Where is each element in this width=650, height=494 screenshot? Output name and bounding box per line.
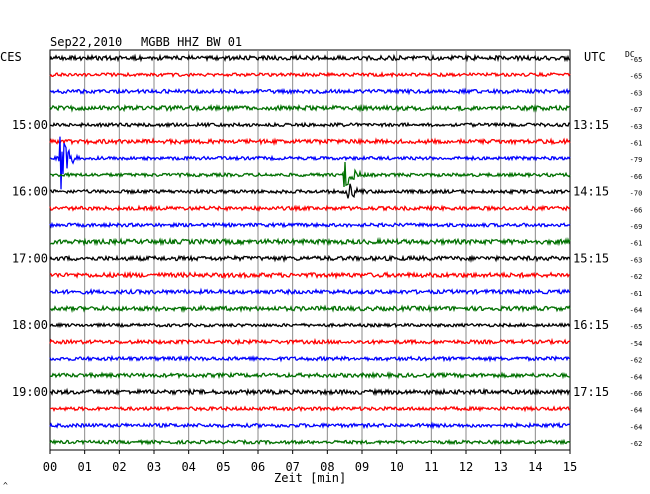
x-tick-label: 02 [112, 460, 126, 474]
x-tick-label: 00 [43, 460, 57, 474]
x-tick-label: 13 [493, 460, 507, 474]
chart-grid [49, 49, 571, 454]
dc-offset-label: -69 [630, 223, 643, 231]
trace-row [49, 137, 571, 147]
dc-offset-label: -54 [630, 340, 643, 348]
dc-offset-label: -64 [630, 307, 643, 315]
trace-row [50, 405, 571, 413]
trace-row [49, 204, 571, 213]
dc-offset-label: -61 [630, 290, 643, 298]
dc-offset-label: -65 [630, 73, 643, 81]
dc-offset-label: -65 [630, 323, 643, 331]
local-hour-label: 16:00 [12, 185, 48, 199]
x-tick-label: 08 [320, 460, 334, 474]
corner-mark: ^ [3, 481, 8, 490]
trace-row [49, 136, 571, 190]
x-axis-label: Zeit [min] [274, 471, 346, 485]
trace-row [49, 121, 571, 129]
dc-offset-label: -61 [630, 240, 643, 248]
local-hour-label: 18:00 [12, 318, 48, 332]
x-tick-label: 10 [389, 460, 403, 474]
trace-row [49, 161, 571, 188]
dc-offset-label: -64 [630, 423, 643, 431]
trace-row [49, 287, 571, 296]
x-tick-label: 07 [285, 460, 299, 474]
dc-offset-label: -66 [630, 173, 643, 181]
trace-row [49, 387, 571, 397]
dc-offset-label: -65 [630, 56, 643, 64]
local-hour-label: 19:00 [12, 385, 48, 399]
utc-hour-label: 14:15 [573, 185, 609, 199]
trace-row [49, 87, 571, 96]
trace-row [49, 254, 571, 263]
seismogram-traces [49, 53, 571, 446]
trace-row [49, 53, 571, 63]
trace-row [49, 421, 571, 430]
x-tick-label: 09 [355, 460, 369, 474]
chart-station: MGBB HHZ BW 01 [141, 35, 242, 49]
dc-offset-label: -62 [630, 357, 643, 365]
dc-offset-label: -70 [630, 190, 643, 198]
left-timezone-label: CES [0, 50, 22, 64]
trace-row [49, 270, 571, 280]
dc-offset-label: -67 [630, 106, 643, 114]
dc-offset-label: -64 [630, 373, 643, 381]
utc-hour-label: 17:15 [573, 385, 609, 399]
local-hour-label: 17:00 [12, 251, 48, 265]
trace-row [49, 183, 571, 199]
utc-hour-label: 15:15 [573, 251, 609, 265]
x-tick-label: 12 [459, 460, 473, 474]
trace-row [49, 236, 571, 247]
dc-offset-label: -66 [630, 206, 643, 214]
trace-row [49, 354, 571, 363]
x-tick-label: 04 [181, 460, 195, 474]
dc-offset-label: -62 [630, 440, 643, 448]
plot-frame [49, 49, 571, 451]
dc-offset-label: -63 [630, 89, 643, 97]
x-tick-label: 03 [147, 460, 161, 474]
x-tick-label: 01 [77, 460, 91, 474]
dc-offset-label: -63 [630, 256, 643, 264]
trace-row [49, 221, 571, 229]
x-tick-label: 06 [251, 460, 265, 474]
right-timezone-label: UTC [584, 50, 606, 64]
dc-label: DC [625, 50, 635, 59]
local-hour-label: 15:00 [12, 118, 48, 132]
chart-date: Sep22,2010 [50, 35, 122, 49]
x-tick-label: 14 [528, 460, 542, 474]
dc-offset-label: -62 [630, 273, 643, 281]
x-tick-label: 15 [563, 460, 577, 474]
dc-offset-label: -63 [630, 123, 643, 131]
trace-row [49, 304, 571, 314]
chart-labels: 00 01 02 03 04 05 06 07 08 09 10 11 12 13 14 15 -65 -65 -6… [12, 56, 642, 474]
dc-offset-label: -61 [630, 140, 643, 148]
x-tick-label: 05 [216, 460, 230, 474]
trace-row [49, 103, 570, 113]
dc-offset-label: -79 [630, 156, 643, 164]
trace-row [49, 321, 571, 329]
trace-row [49, 371, 571, 380]
utc-hour-label: 13:15 [573, 118, 609, 132]
dc-offset-label: -66 [630, 390, 643, 398]
x-tick-label: 11 [424, 460, 438, 474]
dc-offset-label: -64 [630, 407, 643, 415]
utc-hour-label: 16:15 [573, 318, 609, 332]
trace-row [49, 71, 571, 79]
trace-row [49, 337, 571, 346]
trace-row [49, 438, 571, 446]
